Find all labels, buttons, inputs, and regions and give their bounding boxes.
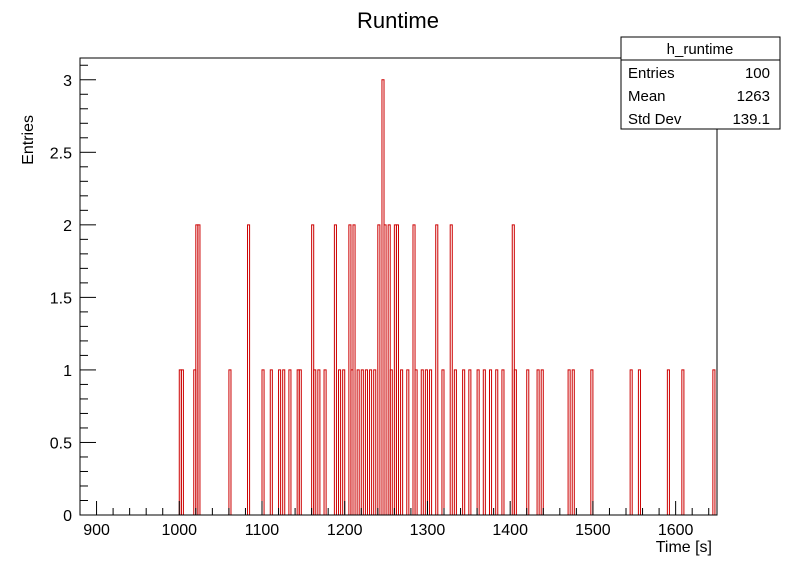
histogram-bin [449,224,453,515]
histogram-bin [364,369,368,515]
histogram-bin [495,369,499,515]
stats-box-title: h_runtime [667,41,734,58]
x-tick-label: 1100 [245,522,280,539]
histogram-bin [356,369,360,515]
stats-mean-label: Mean [628,88,666,105]
x-tick-label: 1600 [658,522,694,539]
histogram-bin [369,369,373,515]
x-tick-label: 1400 [492,522,528,539]
histogram-bin [338,369,342,515]
y-tick-label: 1 [63,363,72,380]
y-axis: 0 0.5 1 1.5 2 2.5 3 [50,64,96,525]
histogram-bin [540,369,544,515]
histogram-bin [420,369,424,515]
histogram-bin [462,369,466,515]
histogram-bin [513,369,517,515]
histogram-bin [567,369,571,515]
histogram-bin [571,369,575,515]
histogram-bin [360,369,364,515]
stats-box-frame [620,36,781,130]
histogram-bin [482,369,486,515]
histogram-bin [383,224,387,515]
x-tick-label: 1300 [410,522,446,539]
histogram-bin [526,369,530,515]
plot-frame [79,57,718,516]
histogram-bin [389,369,393,515]
histogram-bin [395,224,399,515]
histogram-bin [441,369,445,515]
histogram-bin [489,369,493,515]
histogram-bin [400,369,404,515]
histogram-bin [197,224,201,515]
stats-entries-label: Entries [628,65,675,82]
histogram-bin [536,369,540,515]
histogram-bin [282,369,286,515]
histogram-bin [712,369,716,515]
histogram-bin [352,224,356,515]
histogram-bin [247,224,251,515]
x-axis: 900 1000 1100 1200 1300 1400 1500 1600 [79,501,710,539]
histogram-bin [261,369,265,515]
x-tick-label: 900 [83,522,110,539]
y-tick-label: 0 [63,508,72,525]
stats-stddev-value: 139.1 [732,111,770,128]
y-axis-label: Entries [20,115,37,165]
histogram-bin [317,369,321,515]
histogram-bin [501,369,505,515]
y-tick-label: 3 [63,73,72,90]
histogram-bin [373,369,377,515]
histogram-bars [80,79,718,516]
histogram-bin [637,369,641,515]
histogram-bin [288,369,292,515]
histogram-bin [313,369,317,515]
histogram-bin [435,224,439,515]
histogram-bin [342,369,346,515]
histogram-bin [269,369,273,515]
histogram-bin [424,369,428,515]
histogram-bin [180,369,184,515]
histogram-bin [377,224,381,515]
y-tick-label: 1.5 [50,290,72,307]
histogram-bin [414,369,418,515]
histogram-bin [333,224,337,515]
histogram-bin [298,369,302,515]
histogram-bin [278,369,282,515]
stats-box: h_runtime Entries 100 Mean 1263 Std Dev … [620,36,781,130]
histogram-bin [228,369,232,515]
x-tick-label: 1200 [327,522,363,539]
x-axis-label: Time [s] [656,539,712,556]
histogram-bin [476,369,480,515]
histogram-bin [453,369,457,515]
x-tick-label: 1500 [575,522,611,539]
x-tick-label: 1000 [161,522,197,539]
histogram-bin [468,369,472,515]
histogram-bin [681,369,685,515]
stats-stddev-label: Std Dev [628,111,682,128]
histogram-bin [323,369,327,515]
histogram-bin [666,369,670,515]
histogram-bin [590,369,594,515]
y-tick-label: 2 [63,218,72,235]
y-tick-label: 2.5 [50,145,72,162]
histogram-bin [629,369,633,515]
histogram-bin [429,369,433,515]
stats-entries-value: 100 [745,65,770,82]
chart-title: Runtime [357,8,439,33]
y-tick-label: 0.5 [50,435,72,452]
stats-mean-value: 1263 [737,88,770,105]
histogram-bin [406,369,410,515]
